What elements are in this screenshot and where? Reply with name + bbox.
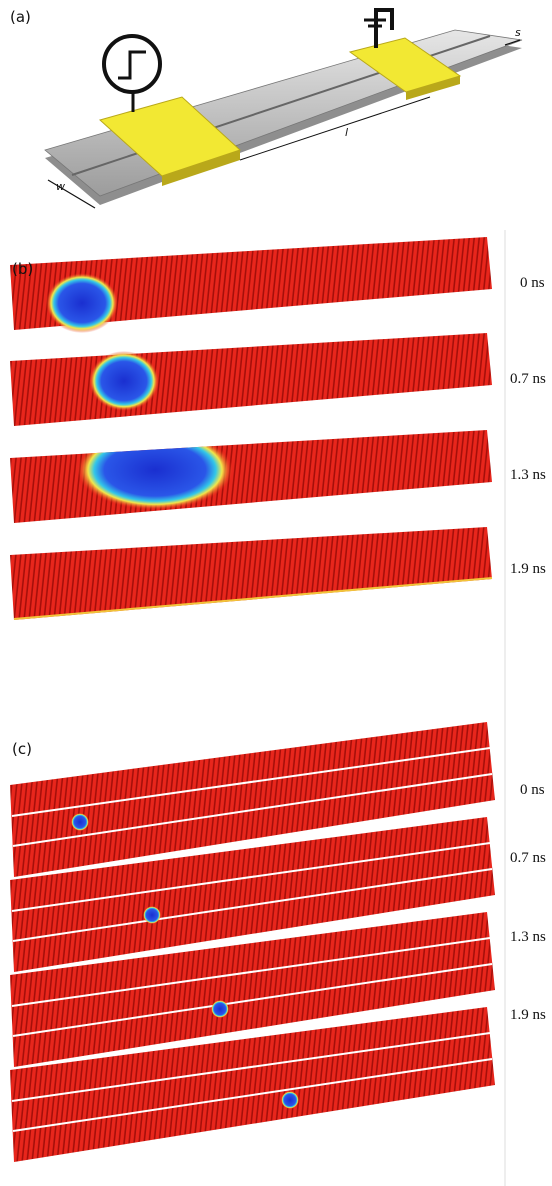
panel-label: (c)	[12, 740, 32, 758]
dim-label: s	[515, 26, 521, 39]
track-c	[10, 722, 495, 1162]
time-label: 0 ns	[520, 275, 545, 291]
device-schematic	[45, 10, 522, 208]
dim-label: l	[345, 126, 348, 139]
time-label: 1.3 ns	[510, 467, 546, 483]
track-b	[10, 237, 492, 620]
panel-label: (b)	[12, 260, 33, 278]
dim-label: w	[56, 180, 65, 193]
time-label: 1.9 ns	[510, 561, 546, 577]
time-label: 1.9 ns	[510, 1007, 546, 1023]
figure: (a) s l w (b) 0 ns 0.7 ns 1.3 ns 1.9 ns	[0, 0, 552, 1186]
time-label: 0.7 ns	[510, 850, 546, 866]
time-label: 0 ns	[520, 782, 545, 798]
time-label: 1.3 ns	[510, 929, 546, 945]
time-label: 0.7 ns	[510, 371, 546, 387]
panel-label: (a)	[10, 8, 31, 26]
